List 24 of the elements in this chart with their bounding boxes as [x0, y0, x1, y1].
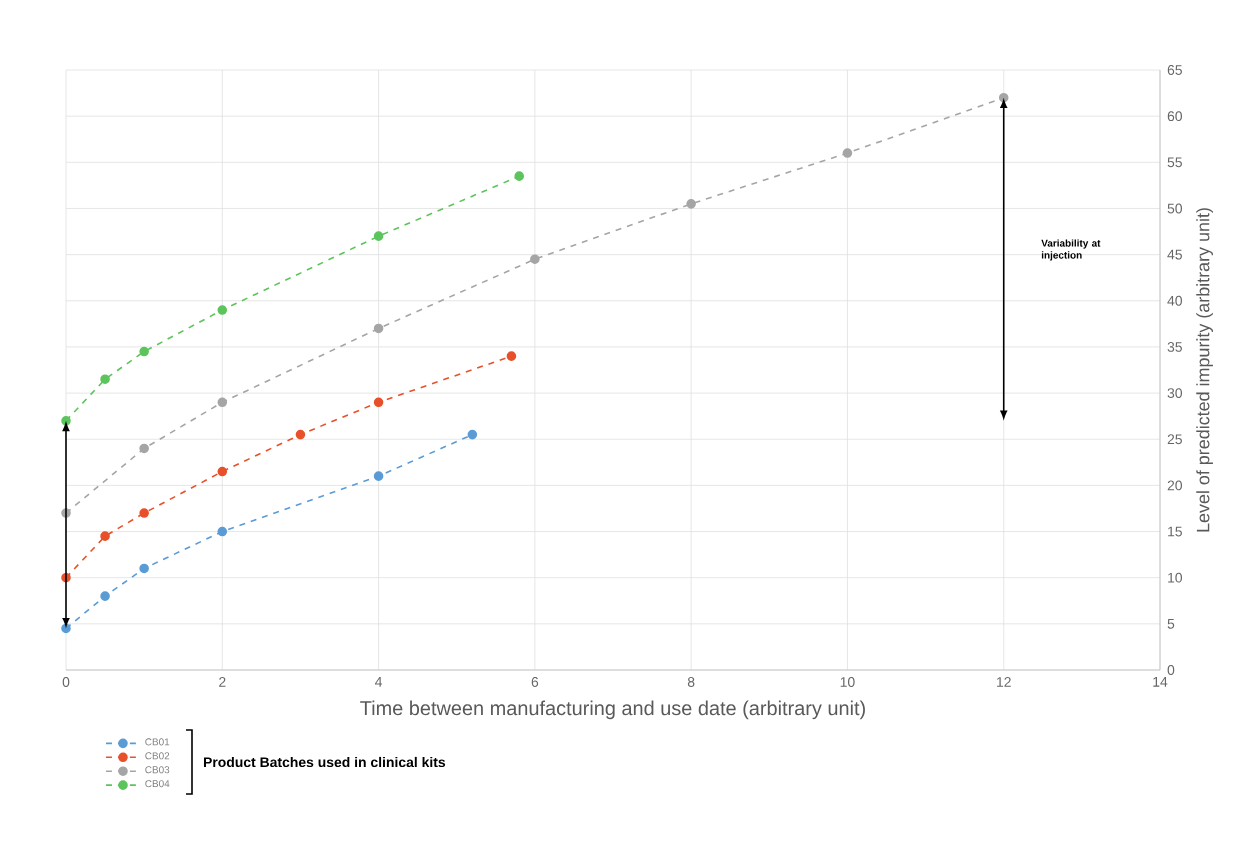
- point: [139, 346, 149, 357]
- point: [217, 305, 228, 315]
- point: [100, 591, 110, 601]
- point: [842, 148, 853, 158]
- point: [373, 231, 384, 241]
- point: [295, 429, 306, 440]
- point: [506, 351, 517, 361]
- point: [100, 531, 110, 541]
- point: [373, 323, 384, 334]
- point: [100, 374, 110, 385]
- point: [139, 443, 149, 454]
- point: [373, 397, 384, 408]
- point: [139, 563, 149, 574]
- point: [373, 471, 384, 481]
- point: [530, 254, 540, 265]
- point: [686, 199, 696, 209]
- point: [467, 429, 478, 440]
- x-axis-title: Time between manufacturing and use date (arbitrary unit): [360, 700, 865, 720]
- point: [217, 526, 228, 537]
- point: [514, 171, 525, 181]
- point: [217, 466, 228, 477]
- point: [217, 397, 228, 408]
- y-axis-title: Level of predicted impurity (arbitrary unit): [1196, 208, 1213, 532]
- point: [139, 508, 149, 518]
